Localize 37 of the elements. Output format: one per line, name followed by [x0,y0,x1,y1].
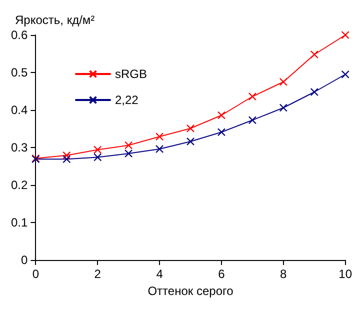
point [186,124,195,132]
x-tick-label: 8 [280,267,288,281]
x-tick-label: 6 [218,267,226,281]
point [279,78,288,86]
point [124,141,133,150]
legend-label: sRGB [115,67,148,81]
y-tick-label: 0.4 [10,103,28,117]
x-tick-label: 2 [94,267,102,281]
point [248,116,257,124]
y-tick-label: 0.3 [10,140,28,154]
point [310,88,318,96]
x-tick-label: 4 [156,267,164,281]
point [94,146,102,154]
x-axis-title: Оттенок серого [148,284,234,298]
y-tick-label: 0.1 [10,216,28,230]
y-tick-label: 0.2 [10,178,28,192]
x-tick-label: 0 [32,267,40,281]
point [341,30,350,40]
y-tick-label: 0 [20,253,28,267]
point [155,144,164,154]
point [124,149,133,158]
y-tick-label: 0.6 [10,28,28,42]
x-tick-label: 10 [338,267,352,281]
y-tick-label: 0.5 [10,66,28,80]
point [341,70,350,78]
point [248,92,257,101]
point [217,128,226,136]
legend-label: 2,22 [115,93,139,107]
point [186,137,195,146]
point [279,104,288,112]
point [217,111,226,120]
y-axis-title: Яркость, кд/м² [15,13,95,27]
point [62,151,71,160]
point [155,132,164,141]
point [94,153,102,162]
point [310,50,318,59]
point [62,155,71,164]
